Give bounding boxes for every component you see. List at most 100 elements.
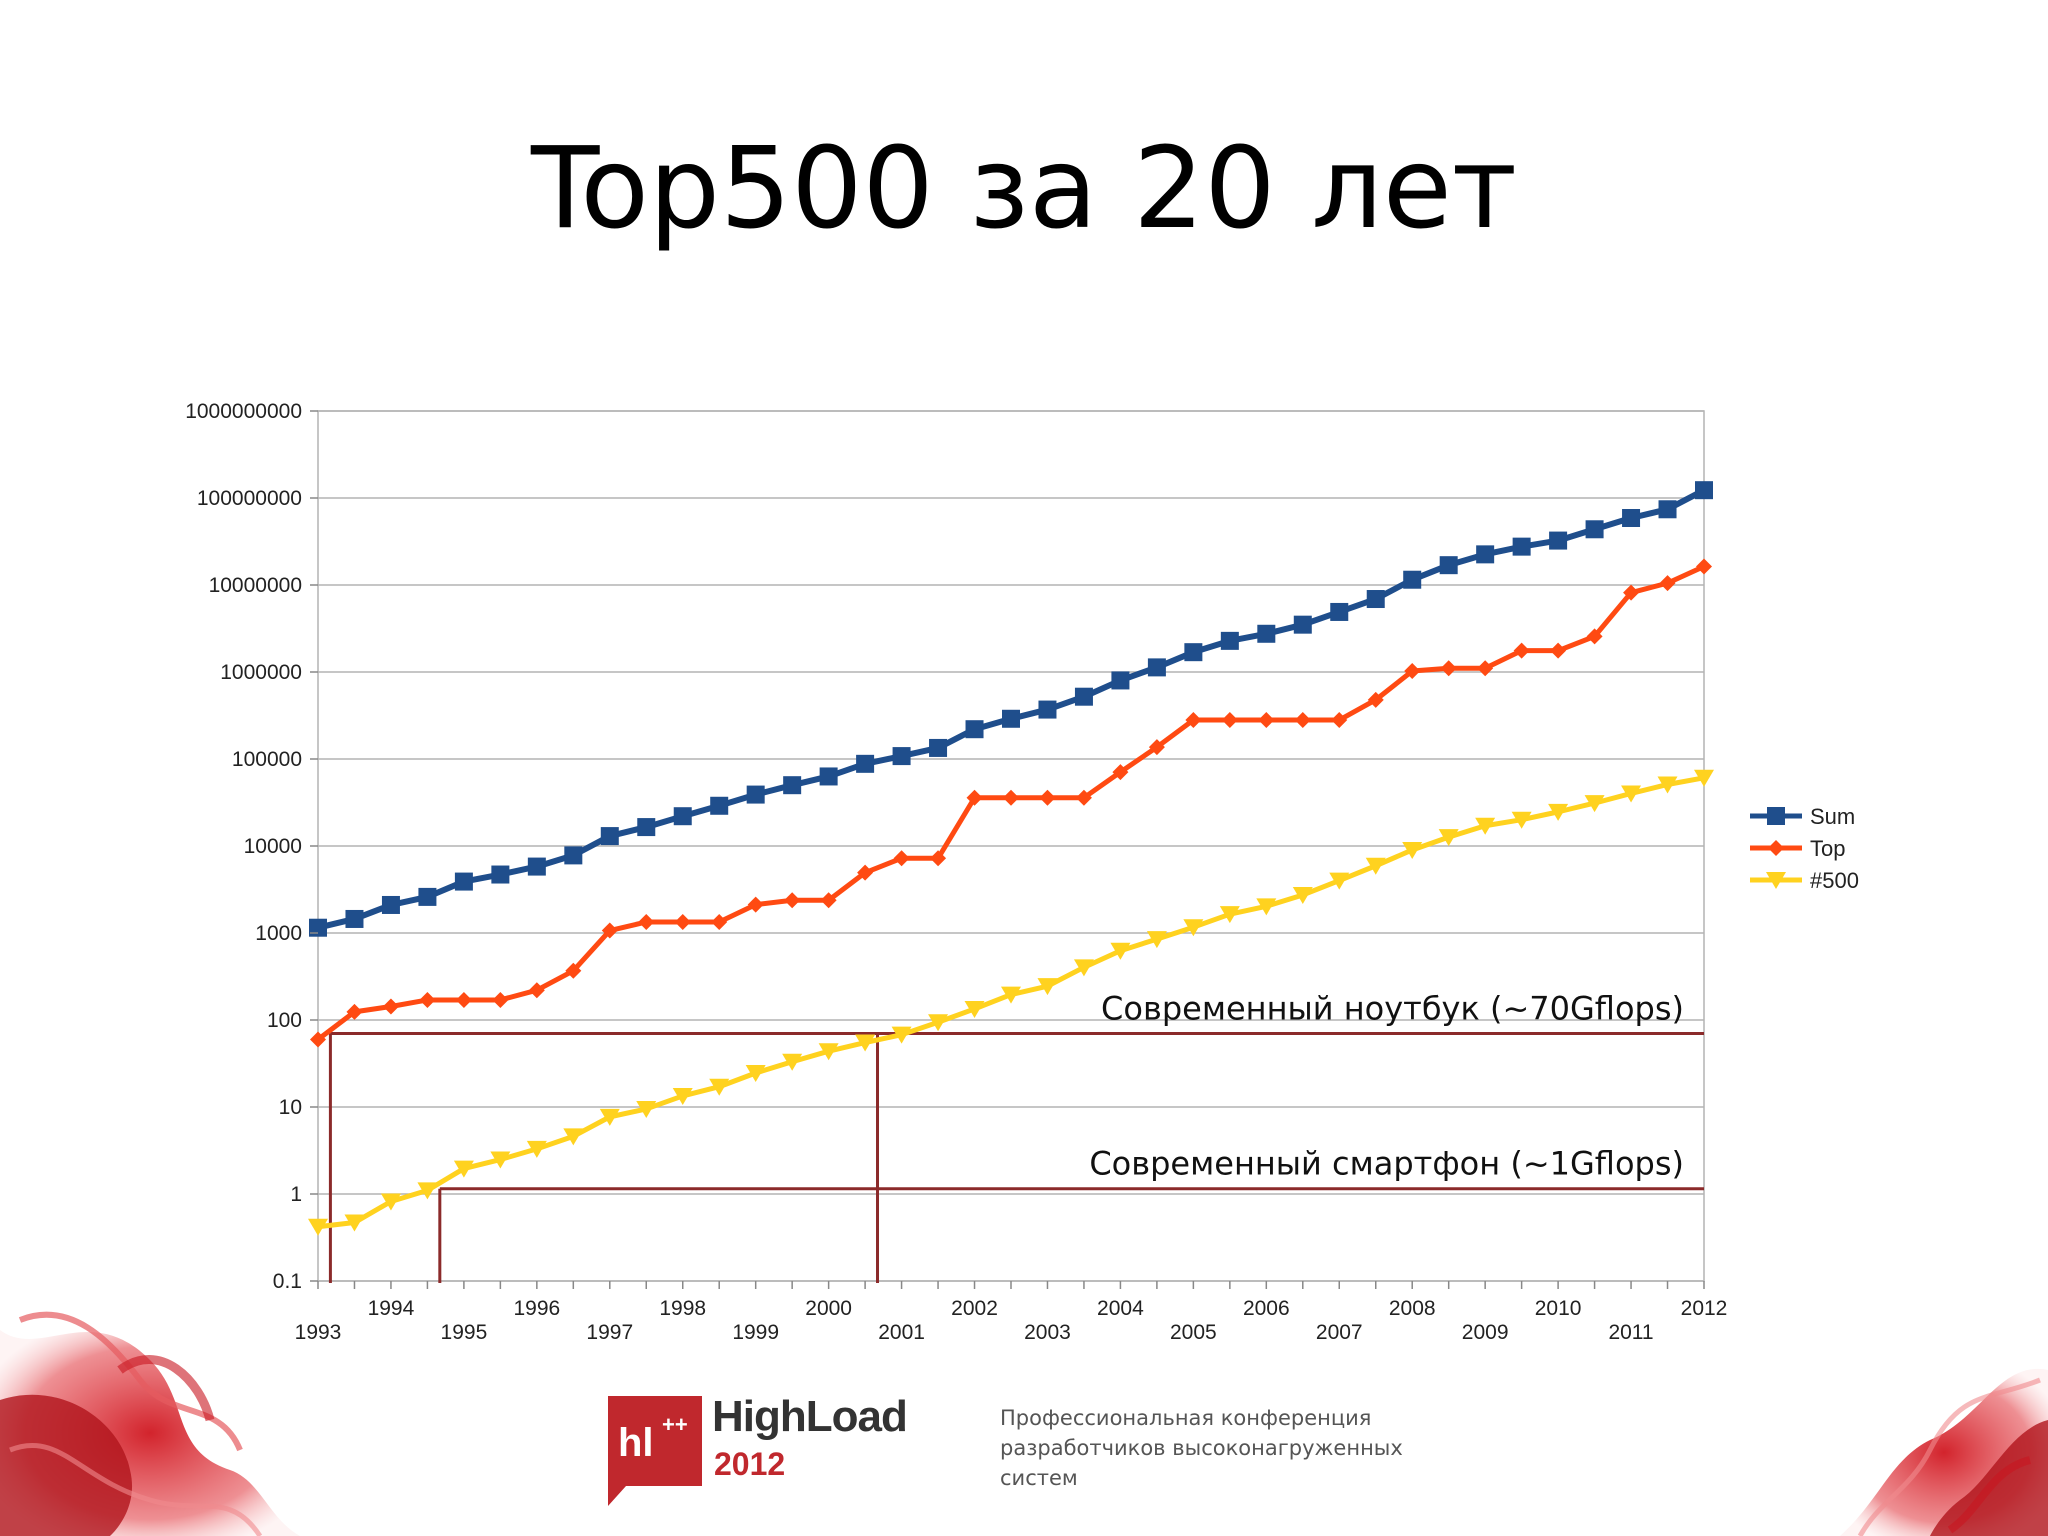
data-point [1404,663,1421,680]
data-point [855,1034,876,1052]
data-point [966,789,983,806]
x-tick-label: 1993 [295,1321,342,1344]
data-point [1549,531,1568,550]
data-point [857,864,874,881]
data-point [1294,712,1311,729]
data-point [1001,986,1021,1004]
data-point [1110,942,1131,960]
conference-description: Профессиональная конференция разработчик… [1000,1406,1403,1490]
legend-label: #500 [1810,868,1859,893]
data-point [310,1031,326,1048]
data-point [746,785,765,804]
data-point [1477,660,1494,677]
data-point [819,767,838,786]
data-point [747,896,764,913]
data-point [1658,500,1677,519]
data-point [1659,575,1676,592]
data-point [1146,931,1167,949]
data-point [1621,785,1642,803]
data-point [526,1140,547,1158]
legend-swatch-marker [1767,807,1785,825]
data-point [599,1108,620,1126]
x-tick-label: 2002 [951,1297,998,1320]
data-point [417,1182,438,1200]
data-point [1220,631,1239,650]
data-point [1293,615,1312,634]
x-tick-label: 2005 [1170,1321,1217,1344]
data-point [382,998,399,1015]
data-point [674,913,691,930]
legend-entry-#500: #500 [1750,868,1859,893]
data-point [1219,906,1240,924]
data-point [783,776,802,795]
data-point [1511,811,1532,829]
data-point [965,720,984,739]
data-point [1258,712,1275,729]
y-tick-label: 1 [290,1183,302,1206]
data-point [1331,712,1348,729]
data-point [1585,520,1604,539]
data-point [856,754,875,773]
data-point [820,892,837,909]
data-point [930,850,947,867]
data-point [1475,817,1496,835]
data-point [1221,712,1238,729]
data-point [1111,671,1130,690]
data-point [1330,602,1349,621]
data-point [1586,628,1603,645]
data-point [600,827,619,846]
x-tick-label: 2010 [1535,1297,1582,1320]
y-tick-label: 1000 [255,922,302,945]
data-point [673,807,692,826]
data-point [492,991,509,1008]
data-point [1367,691,1384,708]
data-point [637,818,656,837]
legend-swatch-marker [1768,840,1784,856]
data-point [1074,687,1093,706]
data-point [1696,558,1712,575]
legend-label: Top [1810,836,1845,861]
highload-logo-icon: hl ++ [608,1396,702,1506]
legend-entry-Top: Top [1750,836,1845,861]
data-point [891,1026,912,1044]
data-point [638,913,655,930]
series-Top [310,558,1712,1048]
x-tick-label: 2007 [1316,1321,1363,1344]
y-tick-label: 10 [279,1096,302,1119]
data-point [929,738,948,757]
legend-label: Sum [1810,804,1855,829]
data-point [1148,739,1165,756]
slide-title: Top500 за 20 лет [530,124,1517,254]
data-point [1623,584,1640,601]
data-point [308,1218,328,1236]
y-tick-label: 1000000000 [185,400,302,423]
data-point [745,1064,766,1082]
data-point [1476,545,1495,564]
x-tick-label: 2006 [1243,1297,1290,1320]
x-tick-label: 2001 [878,1321,925,1344]
data-point [1039,789,1056,806]
grid-layer [317,410,1705,1282]
annotation-label-1: Современный смартфон (~1Gflops) [1089,1145,1684,1183]
logo-name: HighLoad [712,1392,908,1441]
data-point [1184,643,1203,662]
y-tick-label: 10000000 [209,574,302,597]
data-point [1003,789,1019,806]
x-tick-label: 2003 [1024,1321,1071,1344]
data-point [1256,898,1277,916]
data-point [490,1151,511,1169]
logo-year: 2012 [714,1446,786,1482]
data-point [1622,508,1641,527]
data-point [1439,556,1458,575]
axis-layer: 0.1 1 10 100 1000 10000 100000 1000000 10000000 1… [185,400,1727,1344]
legend-swatch-marker [1766,872,1786,889]
x-tick-label: 2011 [1608,1321,1653,1344]
data-point [1440,660,1457,677]
data-point [1292,886,1313,904]
data-point [345,909,364,928]
logo-plus: ++ [662,1412,688,1437]
data-point [1185,712,1202,729]
data-point [380,1193,401,1211]
x-tick-label: 1999 [732,1321,779,1344]
data-point [1403,570,1422,589]
